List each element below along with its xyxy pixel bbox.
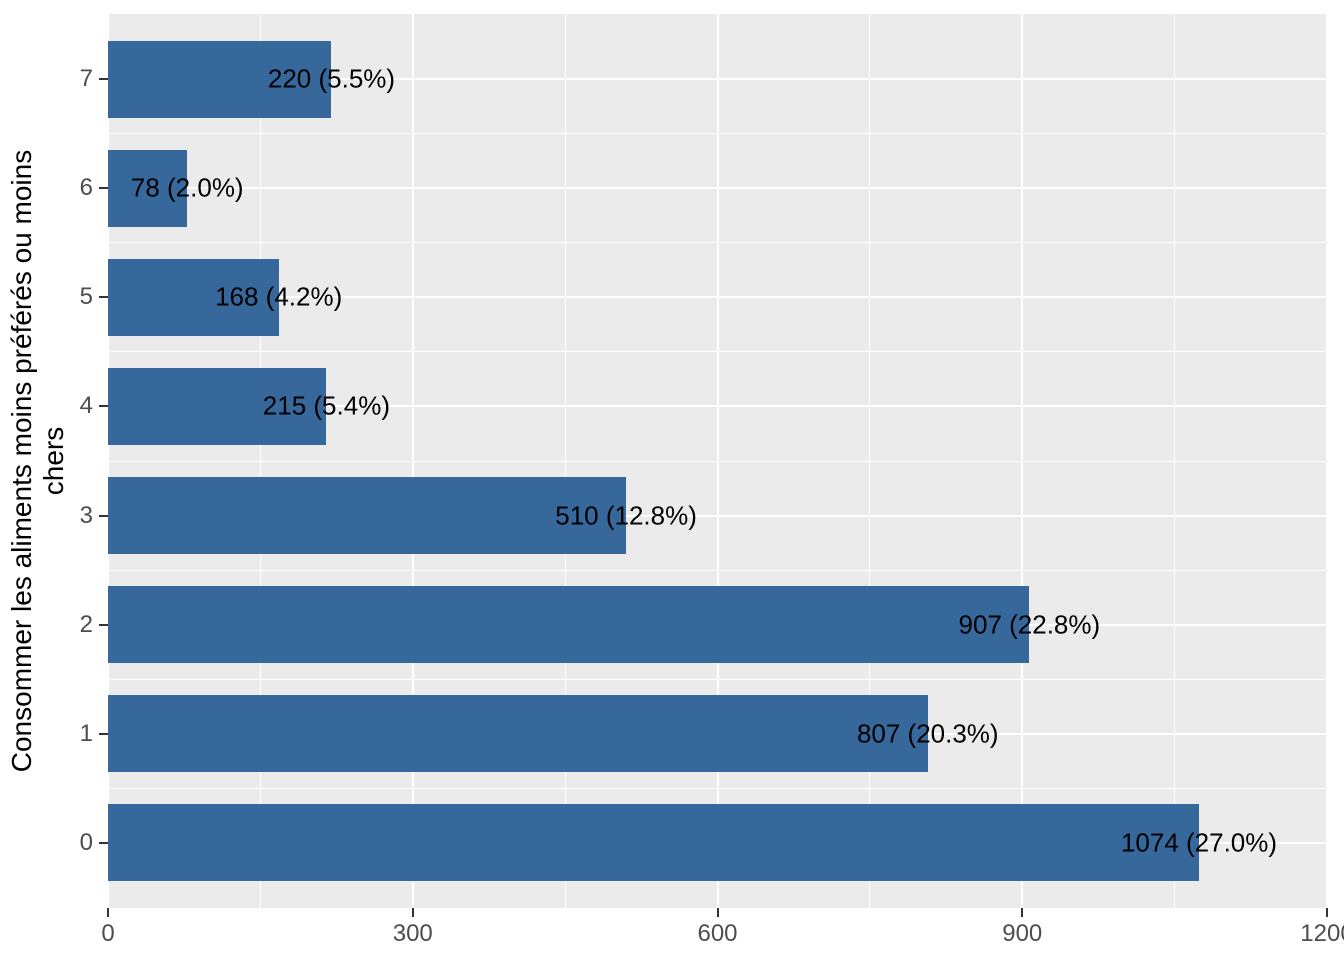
y-minor-gridline: [108, 460, 1327, 462]
x-tick-mark: [716, 908, 719, 917]
bar-label: 78 (2.0%): [130, 172, 244, 203]
y-major-gridline: [108, 78, 1327, 81]
x-tick-label: 0: [101, 920, 115, 947]
bar-category-2: [108, 586, 1030, 663]
y-tick-mark: [99, 623, 108, 626]
bar-label: 215 (5.4%): [262, 390, 390, 421]
bar-category-0: [108, 804, 1199, 881]
x-major-gridline: [1326, 14, 1328, 908]
y-tick-mark: [99, 405, 108, 408]
y-major-gridline: [108, 296, 1327, 299]
bar-label: 907 (22.8%): [958, 609, 1101, 640]
y-tick-mark: [99, 187, 108, 190]
bar-category-7: [108, 41, 332, 118]
x-tick-mark: [1326, 908, 1328, 917]
x-tick-label: 900: [1002, 920, 1043, 947]
bar-label: 220 (5.5%): [267, 63, 396, 94]
y-minor-gridline: [108, 787, 1327, 789]
x-tick-label: 300: [392, 920, 433, 947]
bar-label: 1074 (27.0%): [1120, 827, 1278, 858]
y-major-gridline: [108, 187, 1327, 190]
y-tick-label: 2: [79, 610, 93, 638]
y-tick-mark: [99, 732, 108, 735]
x-tick-label: 600: [697, 920, 738, 947]
bar-category-1: [108, 695, 928, 772]
y-tick-mark: [99, 514, 108, 517]
y-tick-label: 3: [79, 501, 93, 529]
x-tick-mark: [411, 908, 414, 917]
y-minor-gridline: [108, 242, 1327, 244]
y-tick-label: 6: [79, 174, 93, 202]
y-tick-mark: [99, 78, 108, 81]
y-tick-mark: [99, 841, 108, 844]
y-major-gridline: [108, 405, 1327, 408]
bar-category-5: [108, 259, 279, 336]
plot-panel: 220 (5.5%) 78 (2.0%) 168 (4.2%) 215 (5.4%) 5…: [107, 14, 1328, 908]
y-minor-gridline: [108, 569, 1327, 571]
y-tick-label: 4: [79, 392, 93, 420]
bar-category-6: [108, 150, 188, 227]
y-minor-gridline: [108, 351, 1327, 353]
y-tick-label: 1: [79, 719, 93, 747]
x-tick-mark: [1021, 908, 1024, 917]
y-minor-gridline: [108, 678, 1327, 680]
x-tick-mark: [107, 908, 109, 917]
y-major-gridline: [108, 514, 1327, 517]
x-tick-label: 1200: [1300, 920, 1344, 947]
bar-category-4: [108, 368, 327, 445]
y-minor-gridline: [108, 133, 1327, 135]
bar-label: 807 (20.3%): [856, 718, 999, 749]
y-axis-title: Consommer les aliments moins préférés ou…: [6, 149, 69, 773]
bar-label: 510 (12.8%): [555, 500, 697, 530]
y-tick-label: 0: [79, 828, 93, 856]
y-tick-label: 7: [79, 65, 93, 93]
y-tick-mark: [99, 296, 108, 299]
y-tick-label: 5: [79, 283, 93, 311]
bar-label: 168 (4.2%): [215, 281, 343, 312]
bar-category-3: [108, 477, 627, 554]
